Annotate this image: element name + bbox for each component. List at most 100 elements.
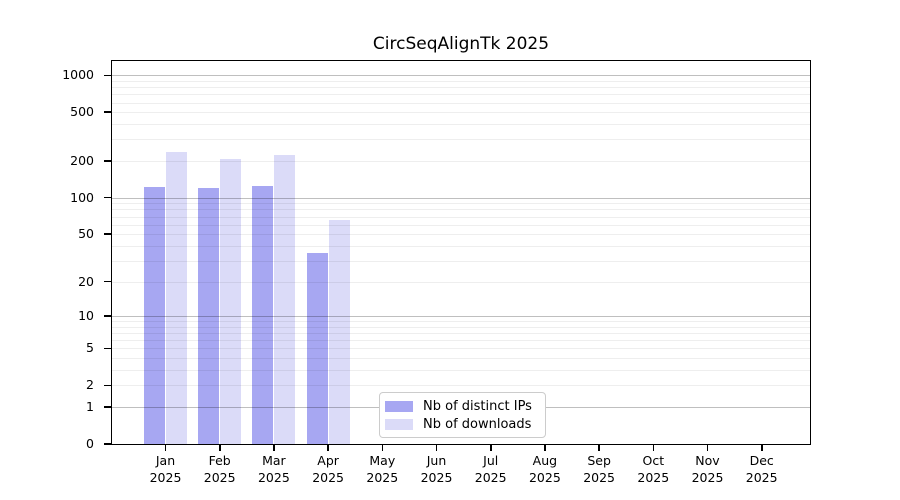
y-tick-label-200: 200 <box>70 152 94 168</box>
x-tick-label-mar: Mar 2025 <box>242 453 306 486</box>
x-tick-jan <box>164 445 167 451</box>
y-tick-label-100: 100 <box>70 189 94 205</box>
x-tick-label-nov: Nov 2025 <box>676 453 740 486</box>
year-label: 2025 <box>528 469 561 485</box>
x-tick-jul <box>490 445 492 451</box>
x-tick-oct <box>652 445 654 451</box>
month-label: Oct <box>642 453 665 468</box>
gridline-minor-900 <box>112 80 810 82</box>
y-tick-100 <box>104 196 111 199</box>
gridline-minor-2 <box>112 385 810 387</box>
x-tick-label-jul: Jul 2025 <box>459 453 523 486</box>
month-label: Aug <box>532 453 558 468</box>
gridline-minor-500 <box>112 112 810 114</box>
y-tick-10 <box>104 315 111 317</box>
x-tick-label-dec: Dec 2025 <box>730 453 794 486</box>
y-tick-200 <box>104 160 111 162</box>
y-tick-label-0: 0 <box>86 436 94 451</box>
month-label: Mar <box>262 453 286 468</box>
y-tick-label-20: 20 <box>78 273 94 289</box>
year-label: 2025 <box>203 469 236 485</box>
x-tick-aug <box>544 445 546 451</box>
legend-item-distinct-ips: Nb of distinct IPs <box>385 398 537 414</box>
y-axis-labels: 0 1 2 5 10 20 50 100 200 500 1000 <box>0 61 103 451</box>
gridline-minor-6 <box>112 340 810 342</box>
x-tick-dec <box>761 445 763 451</box>
gridline-minor-3 <box>112 370 810 371</box>
month-label: Feb <box>208 453 231 468</box>
bar-distinct-ips-jan <box>144 187 165 444</box>
y-tick-label-5: 5 <box>86 340 94 356</box>
year-label: 2025 <box>366 469 399 485</box>
y-tick-label-10: 10 <box>78 308 94 323</box>
x-tick-label-may: May 2025 <box>350 453 414 486</box>
y-tick-50 <box>104 233 111 235</box>
x-tick-apr <box>327 445 329 451</box>
x-tick-label-sep: Sep 2025 <box>567 453 631 486</box>
legend-label-downloads: Nb of downloads <box>423 416 532 432</box>
bar-downloads-apr <box>328 220 350 444</box>
x-tick-may <box>381 445 384 451</box>
y-tick-20 <box>104 280 111 283</box>
month-label: Jun <box>426 453 447 468</box>
x-tick-mar <box>273 445 275 451</box>
gridline-minor-9 <box>112 321 810 323</box>
year-label: 2025 <box>637 469 670 485</box>
y-tick-2 <box>104 384 111 387</box>
gridline-minor-70 <box>112 216 810 218</box>
gridline-minor-200 <box>112 160 810 162</box>
year-label: 2025 <box>312 469 344 485</box>
gridline-minor-400 <box>112 124 810 126</box>
legend-swatch-distinct-ips <box>385 400 413 412</box>
legend-swatch-downloads <box>385 418 413 430</box>
month-label: Dec <box>749 453 774 468</box>
bar-distinct-ips-apr <box>306 252 328 444</box>
year-label: 2025 <box>583 469 615 485</box>
bars-layer <box>112 61 810 444</box>
gridline-minor-700 <box>112 94 810 96</box>
month-label: Jul <box>483 453 499 468</box>
legend-item-downloads: Nb of downloads <box>385 416 537 432</box>
gridline-minor-7 <box>112 333 810 334</box>
year-label: 2025 <box>474 469 507 485</box>
x-tick-sep <box>598 445 600 451</box>
gridline-minor-60 <box>112 224 810 226</box>
gridline-minor-300 <box>112 139 810 141</box>
y-axis-ticks <box>104 61 111 445</box>
year-label: 2025 <box>257 469 290 485</box>
x-tick-label-oct: Oct 2025 <box>621 453 685 486</box>
y-tick-500 <box>104 111 111 113</box>
y-tick-1 <box>104 406 111 408</box>
x-tick-label-jun: Jun 2025 <box>405 453 469 486</box>
bar-downloads-feb <box>220 158 242 444</box>
plot-area <box>111 60 811 445</box>
gridline-minor-20 <box>112 281 810 283</box>
y-tick-5 <box>104 347 111 350</box>
x-tick-label-apr: Apr 2025 <box>296 453 360 486</box>
gridline-minor-800 <box>112 87 810 89</box>
month-label: Sep <box>587 453 611 468</box>
x-axis-labels: Jan 2025 Feb 2025 Mar 2025 Apr 2025 May 2025 Jun 20… <box>112 453 810 493</box>
gridline-minor-80 <box>112 209 810 211</box>
y-tick-label-2: 2 <box>86 377 94 393</box>
y-tick-label-1: 1 <box>86 399 94 414</box>
month-label: May <box>369 453 396 468</box>
month-label: Apr <box>317 453 339 468</box>
x-axis-ticks <box>112 445 810 452</box>
y-tick-0 <box>104 443 111 445</box>
year-label: 2025 <box>691 469 724 485</box>
grid-layer <box>112 61 810 444</box>
gridline-minor-90 <box>112 203 810 205</box>
year-label: 2025 <box>745 469 778 485</box>
gridline-major-10 <box>112 316 810 317</box>
x-tick-jun <box>435 445 438 451</box>
year-label: 2025 <box>420 469 453 485</box>
gridline-minor-5 <box>112 348 810 350</box>
legend: Nb of distinct IPs Nb of downloads <box>379 392 546 438</box>
gridline-minor-50 <box>112 234 810 236</box>
gridline-major-1000 <box>112 75 810 77</box>
bar-downloads-mar <box>274 155 296 444</box>
month-label: Jan <box>155 453 176 468</box>
gridline-minor-30 <box>112 260 810 262</box>
